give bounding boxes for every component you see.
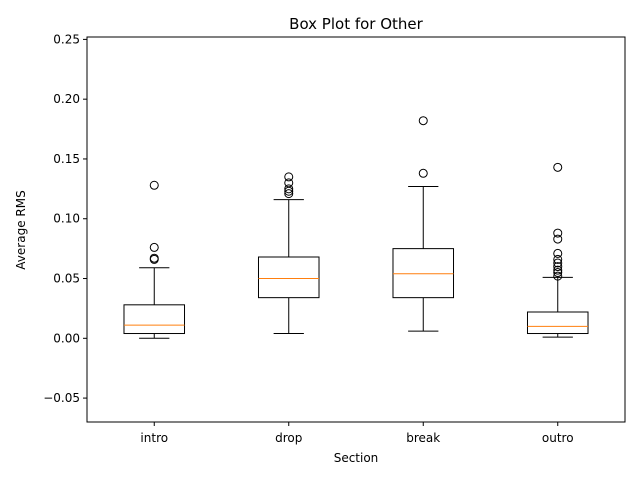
outlier-point xyxy=(553,234,563,244)
y-tick-label: 0.00 xyxy=(53,331,80,345)
x-axis-label: Section xyxy=(334,451,379,465)
y-axis-label: Average RMS xyxy=(14,190,28,269)
y-tick-label: −0.05 xyxy=(43,391,80,405)
x-tick-label: drop xyxy=(275,431,302,445)
x-tick-label: intro xyxy=(140,431,168,445)
outlier-point xyxy=(553,271,563,281)
outlier-point xyxy=(553,248,563,258)
outlier-point xyxy=(553,265,563,275)
y-tick-label: 0.05 xyxy=(53,272,80,286)
y-tick-label: 0.25 xyxy=(53,32,80,46)
outlier-point xyxy=(284,172,294,182)
y-tick-label: 0.15 xyxy=(53,152,80,166)
outlier-point xyxy=(284,184,294,194)
outlier-point xyxy=(553,268,563,278)
outlier-point xyxy=(553,228,563,238)
outlier-point xyxy=(553,262,563,272)
outlier-point xyxy=(553,258,563,268)
box-iqr xyxy=(257,256,320,299)
axes-frame xyxy=(86,36,626,423)
outlier-point xyxy=(284,189,294,199)
outlier-point xyxy=(149,242,159,252)
box-iqr xyxy=(526,311,589,335)
outlier-point xyxy=(553,162,563,172)
y-tick-label: 0.10 xyxy=(53,212,80,226)
plot-area: −0.05 0.00 0.05 0.10 0.15 0.20 0.25 intro drop br… xyxy=(43,32,589,445)
box-iqr xyxy=(123,304,186,335)
x-tick-label: break xyxy=(406,431,440,445)
x-tick-label: outro xyxy=(542,431,574,445)
outlier-point xyxy=(284,178,294,188)
outlier-point xyxy=(149,180,159,190)
outlier-point xyxy=(553,254,563,264)
box-iqr xyxy=(392,248,455,299)
y-tick-label: 0.20 xyxy=(53,92,80,106)
outlier-point xyxy=(418,116,428,126)
outlier-point xyxy=(149,253,159,263)
chart-title: Box Plot for Other xyxy=(289,15,424,33)
outlier-point xyxy=(418,168,428,178)
